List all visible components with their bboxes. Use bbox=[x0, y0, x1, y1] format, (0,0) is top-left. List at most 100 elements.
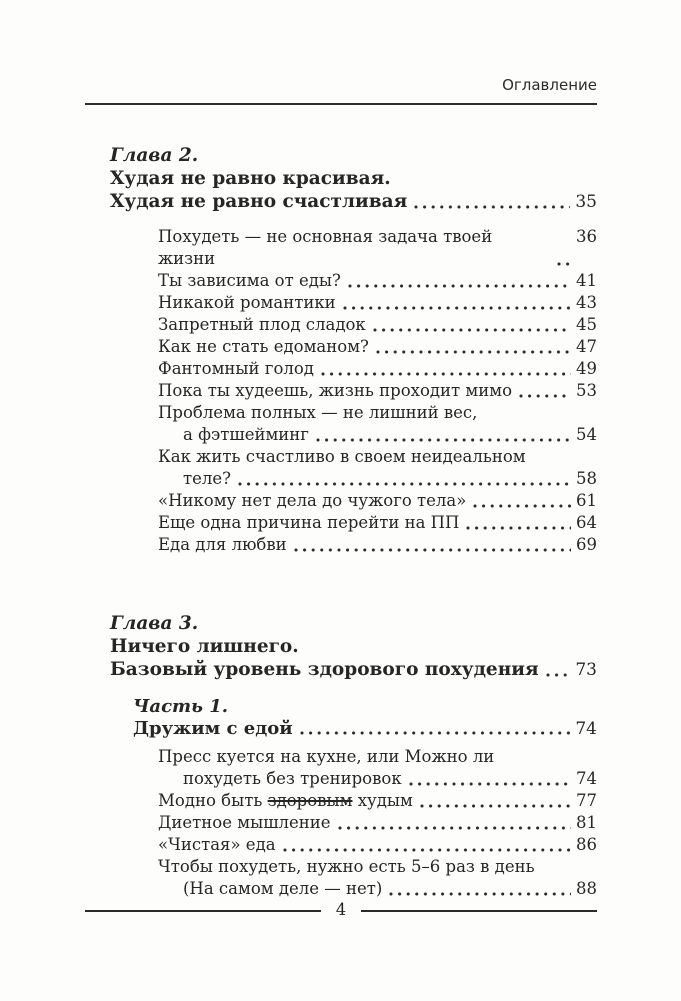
toc-entry-line-text: теле? bbox=[183, 469, 231, 488]
dot-leader bbox=[342, 292, 571, 314]
footer-rule-right bbox=[361, 909, 597, 912]
dot-leader bbox=[408, 768, 571, 790]
toc-entry-page-number: 61 bbox=[576, 491, 597, 510]
chapter-label: Глава 3. bbox=[110, 613, 199, 634]
toc-entry: Проблема полных — не лишний вес, а фэтшей… bbox=[158, 402, 597, 446]
toc-entry: Фантомный голод 49 bbox=[158, 358, 597, 380]
toc-entry-line-text: Как не стать едоманом? bbox=[158, 337, 369, 356]
dot-leader bbox=[299, 718, 571, 740]
toc-entry-line: Как жить счастливо в своем неидеальном bbox=[158, 447, 526, 466]
toc-entry: Пресс куется на кухне, или Можно ли похуд… bbox=[158, 746, 597, 790]
chapter-page-number: 35 bbox=[575, 192, 597, 212]
chapter-title-row-text: Базовый уровень здорового похудения bbox=[110, 659, 539, 680]
toc-entry-line-text: Еда для любви bbox=[158, 535, 287, 554]
toc-entry-page-number: 36 bbox=[576, 227, 597, 246]
chapter-title-line: Худая не равно красивая. bbox=[110, 168, 391, 189]
toc-entry-line-text: «Никому нет дела до чужого тела» bbox=[158, 491, 467, 510]
toc-entry: «Никому нет дела до чужого тела» 61 bbox=[158, 490, 597, 512]
toc-entry-line-text: Запретный плод сладок bbox=[158, 315, 366, 334]
dot-leader bbox=[389, 878, 571, 900]
toc-entry: Как не стать едоманом? 47 bbox=[158, 336, 597, 358]
toc-entry-line: Проблема полных — не лишний вес, bbox=[158, 403, 478, 422]
toc-entry-line: Похудеть — не основная задача твоей жизн… bbox=[158, 226, 597, 270]
toc-entry-line-text: Диетное мышление bbox=[158, 813, 331, 832]
toc-entry: Диетное мышление 81 bbox=[158, 812, 597, 834]
header-rule bbox=[85, 103, 597, 105]
toc-entry: Модно быть здоровым худым 77 bbox=[158, 790, 597, 812]
toc-entry-page-number: 53 bbox=[576, 381, 597, 400]
part-title-row-text: Дружим с едой bbox=[133, 718, 293, 739]
toc-entry-line: Модно быть здоровым худым 77 bbox=[158, 790, 597, 812]
toc-entry-page-number: 74 bbox=[576, 769, 597, 788]
part-title-row: Дружим с едой 74 bbox=[133, 718, 597, 740]
toc-entry-line: похудеть без тренировок 74 bbox=[158, 768, 597, 790]
toc-entry-page-number: 81 bbox=[576, 813, 597, 832]
toc-entry: Похудеть — не основная задача твоей жизн… bbox=[158, 226, 597, 270]
text-segment: худым bbox=[352, 791, 413, 810]
part-block: Часть 1. Дружим с едой 74 Пресс куется на к… bbox=[133, 696, 597, 900]
toc-entry-line-text: Пока ты худеешь, жизнь проходит мимо bbox=[158, 381, 513, 400]
toc-entry-line: Диетное мышление 81 bbox=[158, 812, 597, 834]
toc-entry-line: (На самом деле — нет) 88 bbox=[158, 878, 597, 900]
toc-entry-line: Ты зависима от еды? 41 bbox=[158, 270, 597, 292]
toc-entry-page-number: 41 bbox=[576, 271, 597, 290]
page-header: Оглавление bbox=[85, 76, 597, 105]
toc-entry-page-number: 77 bbox=[576, 791, 597, 810]
toc-entry-line-text: «Чистая» еда bbox=[158, 835, 276, 854]
toc-entry-page-number: 88 bbox=[576, 879, 597, 898]
toc-entry-line: Еда для любви 69 bbox=[158, 534, 597, 556]
dot-leader bbox=[347, 270, 571, 292]
toc-entry: Еда для любви 69 bbox=[158, 534, 597, 556]
chapter-title-row: Базовый уровень здорового похудения 73 bbox=[110, 658, 597, 682]
chapter-block: Глава 2. Худая не равно красивая. Худая не… bbox=[85, 144, 597, 556]
toc-entry: «Чистая» еда 86 bbox=[158, 834, 597, 856]
toc-entry-line-text: а фэтшейминг bbox=[183, 425, 309, 444]
chapter-title-line: Ничего лишнего. bbox=[110, 636, 299, 657]
toc-entry-line: теле? 58 bbox=[158, 468, 597, 490]
dot-leader bbox=[545, 658, 571, 682]
toc-entry-line: Пресс куется на кухне, или Можно ли bbox=[158, 747, 495, 766]
toc-entry-line-text: Фантомный голод bbox=[158, 359, 314, 378]
part-page-number: 74 bbox=[575, 719, 597, 739]
toc-entry-line: Еще одна причина перейти на ПП 64 bbox=[158, 512, 597, 534]
chapter-block: Глава 3. Ничего лишнего. Базовый уровень з… bbox=[85, 612, 597, 900]
toc-entry: Пока ты худеешь, жизнь проходит мимо 53 bbox=[158, 380, 597, 402]
chapter-page-number: 73 bbox=[575, 660, 597, 680]
table-of-contents: Глава 2. Худая не равно красивая. Худая не… bbox=[85, 144, 597, 900]
toc-entry-page-number: 64 bbox=[576, 513, 597, 532]
chapter-title-row: Худая не равно счастливая 35 bbox=[110, 190, 597, 214]
toc-entry: Ты зависима от еды? 41 bbox=[158, 270, 597, 292]
dot-leader bbox=[466, 512, 571, 534]
toc-entry-line: Фантомный голод 49 bbox=[158, 358, 597, 380]
toc-entry: Чтобы похудеть, нужно есть 5–6 раз в ден… bbox=[158, 856, 597, 900]
toc-entry: Еще одна причина перейти на ПП 64 bbox=[158, 512, 597, 534]
text-segment: Модно быть bbox=[158, 791, 268, 810]
toc-entry-page-number: 45 bbox=[576, 315, 597, 334]
toc-entry-page-number: 58 bbox=[576, 469, 597, 488]
dot-leader bbox=[372, 314, 571, 336]
chapter-title-row-text: Худая не равно счастливая bbox=[110, 191, 408, 212]
toc-entry-line-text: Еще одна причина перейти на ПП bbox=[158, 513, 460, 532]
dot-leader bbox=[419, 790, 571, 812]
dot-leader bbox=[337, 812, 571, 834]
dot-leader bbox=[320, 358, 571, 380]
toc-entry-line-text: похудеть без тренировок bbox=[183, 769, 402, 788]
running-header: Оглавление bbox=[85, 76, 597, 94]
toc-entry-line-text: Модно быть здоровым худым bbox=[158, 790, 413, 812]
toc-entry-line: Запретный плод сладок 45 bbox=[158, 314, 597, 336]
toc-entry-line-text: Никакой романтики bbox=[158, 293, 336, 312]
dot-leader bbox=[473, 490, 571, 512]
toc-entry-page-number: 49 bbox=[576, 359, 597, 378]
dot-leader bbox=[282, 834, 571, 856]
dot-leader bbox=[238, 468, 571, 490]
toc-entry-line: «Чистая» еда 86 bbox=[158, 834, 597, 856]
toc-entry-page-number: 54 bbox=[576, 425, 597, 444]
toc-entry-line: «Никому нет дела до чужого тела» 61 bbox=[158, 490, 597, 512]
toc-entry-line-text: Похудеть — не основная задача твоей жизн… bbox=[158, 227, 493, 268]
toc-entry-line: Пока ты худеешь, жизнь проходит мимо 53 bbox=[158, 380, 597, 402]
dot-leader bbox=[315, 424, 571, 446]
dot-leader bbox=[375, 336, 571, 358]
toc-entry-line-text: (На самом деле — нет) bbox=[183, 879, 383, 898]
chapter-entries: Похудеть — не основная задача твоей жизн… bbox=[85, 226, 597, 556]
